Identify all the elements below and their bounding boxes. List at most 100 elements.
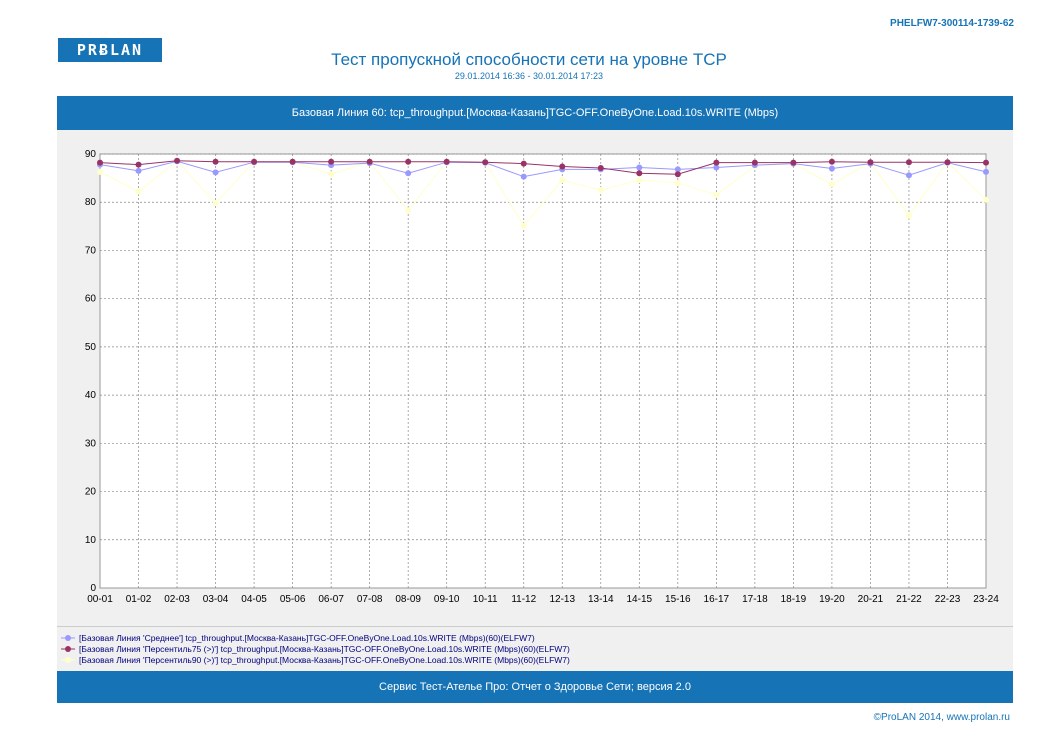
line-chart: 0 10 20 30 40 50 60 70 80 90 00-01 01-02 02-03 03-04 0… (85, 149, 999, 605)
x-tick-label: 04-05 (241, 594, 267, 605)
legend-label: [Базовая Линия 'Среднее'] tcp_throughput… (79, 632, 535, 643)
y-tick-label: 70 (85, 245, 97, 256)
x-tick-label: 09-10 (434, 594, 460, 605)
legend-label: [Базовая Линия 'Персентиль90 (>)'] tcp_t… (79, 654, 570, 665)
series-2-point (597, 164, 604, 171)
x-tick-label: 20-21 (858, 594, 884, 605)
series-2-point (674, 171, 681, 178)
series-1-point (520, 173, 527, 180)
x-tick-label: 13-14 (588, 594, 614, 605)
series-2-point (790, 159, 797, 166)
x-tick-label: 15-16 (665, 594, 691, 605)
series-2-point (405, 158, 412, 165)
page-subtitle: 29.01.2014 16:36 - 30.01.2014 17:23 (454, 71, 604, 81)
report-id: PHELFW7-300114-1739-62 (890, 18, 1014, 29)
legend-marker-icon (61, 634, 75, 641)
series-1-point (135, 167, 142, 174)
series-1-point (405, 170, 412, 177)
y-tick-label: 90 (85, 149, 97, 160)
series-3-point (405, 207, 412, 214)
x-tick-label: 23-24 (973, 594, 999, 605)
series-2-point (867, 159, 874, 166)
x-tick-label: 06-07 (318, 594, 344, 605)
copyright: ©ProLAN 2014, www.prolan.ru (873, 712, 1010, 723)
x-tick-label: 00-01 (87, 594, 113, 605)
x-tick-label: 05-06 (280, 594, 306, 605)
x-tick-label: 10-11 (473, 594, 498, 605)
series-3-point (520, 222, 527, 229)
series-2-point (713, 159, 720, 166)
legend-label: [Базовая Линия 'Персентиль75 (>)'] tcp_t… (79, 643, 570, 654)
legend-item: [Базовая Линия 'Персентиль75 (>)'] tcp_t… (61, 643, 1013, 654)
series-3-point (674, 179, 681, 186)
series-2-point (289, 158, 296, 165)
series-2-point (751, 159, 758, 166)
series-2-point (174, 157, 181, 164)
x-tick-label: 19-20 (819, 594, 845, 605)
series-1-point (713, 164, 720, 171)
series-2-point (636, 170, 643, 177)
x-tick-label: 14-15 (627, 594, 653, 605)
series-line-3 (99, 160, 987, 227)
series-3-point (135, 188, 142, 195)
x-tick-label: 11-12 (511, 594, 536, 605)
series-3-point (905, 212, 912, 219)
series-2-point (559, 163, 566, 170)
series-2-point (328, 158, 335, 165)
series-3-point (828, 181, 835, 188)
series-1-point (983, 168, 989, 175)
y-tick-label: 10 (85, 535, 97, 546)
series-2-point (443, 158, 450, 165)
legend-marker-icon (61, 645, 75, 652)
series-line-2 (99, 160, 987, 175)
series-2-point (212, 158, 219, 165)
x-tick-label: 07-08 (357, 594, 383, 605)
x-tick-label: 03-04 (203, 594, 229, 605)
series-2-point (828, 158, 835, 165)
x-tick-label: 02-03 (164, 594, 190, 605)
y-tick-label: 60 (85, 294, 97, 305)
series-3-point (983, 196, 989, 203)
prolan-logo: PRɃLAN (58, 38, 162, 62)
series-3-point (97, 168, 103, 175)
x-tick-label: 22-23 (935, 594, 961, 605)
series-1-point (828, 165, 835, 172)
y-tick-label: 20 (85, 487, 97, 498)
x-tick-label: 12-13 (549, 594, 575, 605)
footer-band: Сервис Тест-Ателье Про: Отчет о Здоровье… (57, 671, 1013, 703)
series-2-point (135, 161, 142, 168)
series-2-point (482, 159, 489, 166)
y-tick-label: 80 (85, 197, 97, 208)
legend-item: [Базовая Линия 'Среднее'] tcp_throughput… (61, 632, 1013, 643)
series-1-point (212, 169, 219, 176)
series-3-point (328, 171, 335, 178)
series-2-point (366, 158, 373, 165)
series-1-point (636, 164, 643, 171)
series-2-point (251, 158, 258, 165)
plot-area (99, 153, 987, 589)
x-tick-label: 17-18 (742, 594, 768, 605)
series-2-point (944, 159, 951, 166)
x-tick-label: 16-17 (704, 594, 730, 605)
series-2-point (97, 159, 103, 166)
y-tick-label: 40 (85, 390, 97, 401)
series-3-point (559, 177, 566, 184)
series-3-point (212, 200, 219, 207)
y-tick-label: 0 (90, 583, 96, 594)
series-2-point (983, 159, 989, 166)
chart-title-band: Базовая Линия 60: tcp_throughput.[Москва… (57, 96, 1013, 130)
y-tick-label: 50 (85, 342, 97, 353)
series-1-point (905, 172, 912, 179)
chart-panel: 0 10 20 30 40 50 60 70 80 90 00-01 01-02 02-03 03-04 0… (57, 130, 1013, 626)
y-tick-label: 30 (85, 438, 97, 449)
page-title: Тест пропускной способности сети на уров… (331, 50, 727, 69)
legend-marker-icon (61, 656, 75, 663)
series-line-1 (99, 160, 987, 178)
series-3-point (713, 191, 720, 198)
series-2-point (905, 159, 912, 166)
x-tick-label: 21-22 (896, 594, 922, 605)
x-tick-label: 01-02 (126, 594, 152, 605)
series-2-point (520, 160, 527, 167)
series-3-point (597, 187, 604, 194)
series-1-point (674, 166, 681, 173)
